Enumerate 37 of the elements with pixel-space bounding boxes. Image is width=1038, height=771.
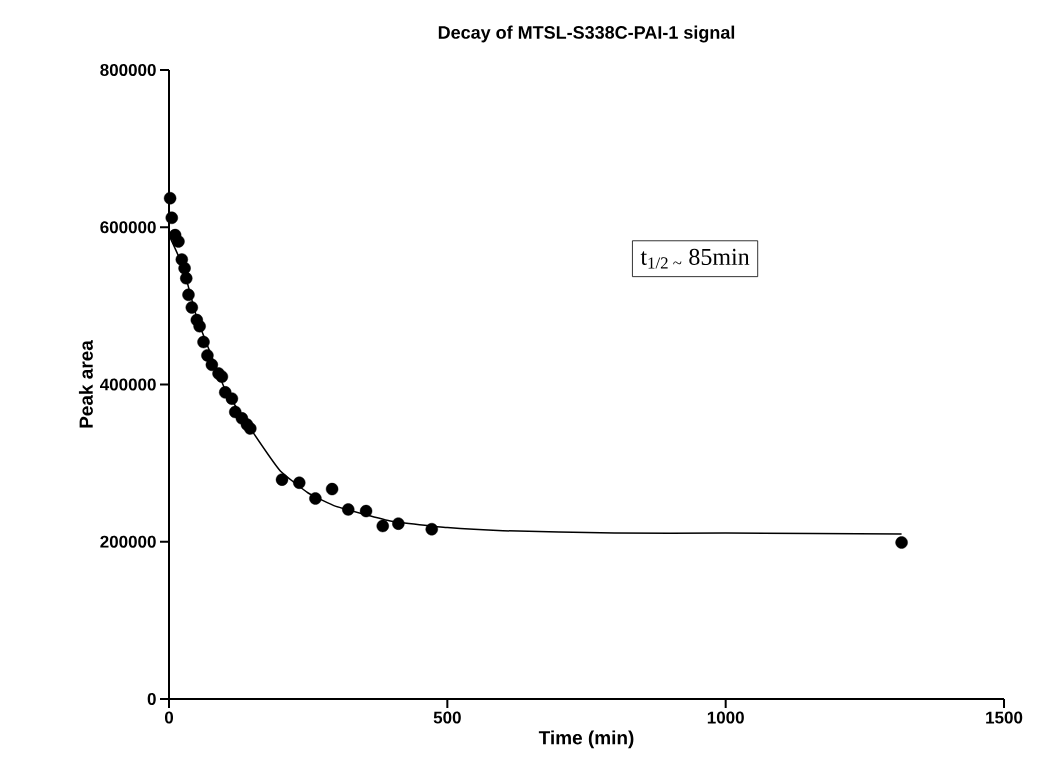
- point: [172, 235, 185, 248]
- chart-title: Decay of MTSL-S338C-PAI-1 signal: [438, 25, 735, 43]
- point: [309, 492, 322, 505]
- x-tick-label: 1500: [986, 711, 1023, 724]
- x-tick-label: 500: [433, 711, 461, 724]
- y-tick-label: 400000: [99, 378, 156, 391]
- point: [193, 320, 206, 333]
- point: [275, 473, 289, 486]
- point: [359, 504, 373, 518]
- point: [182, 288, 195, 302]
- x-tick-label: 0: [164, 711, 174, 724]
- x-tick-label: 1000: [707, 711, 744, 724]
- point: [205, 358, 219, 372]
- point: [201, 349, 214, 362]
- point: [376, 519, 389, 533]
- point: [163, 191, 177, 205]
- y-tick-label: 200000: [100, 535, 156, 548]
- point: [342, 503, 355, 516]
- y-tick-label: 800000: [100, 63, 156, 77]
- point: [895, 536, 908, 549]
- point: [165, 211, 178, 225]
- point: [325, 482, 339, 496]
- point: [215, 370, 229, 383]
- point: [244, 422, 257, 435]
- annotation: t$_{1/2 ~}$ 85min: [640, 248, 750, 269]
- y-axis-title: Peak area: [78, 340, 93, 428]
- point: [225, 392, 239, 405]
- point: [185, 301, 199, 314]
- point: [293, 476, 306, 489]
- x-axis-title: Time (min): [538, 730, 634, 749]
- point: [180, 272, 193, 285]
- point: [178, 261, 191, 275]
- point: [392, 517, 405, 530]
- y-tick-label: 600000: [100, 221, 156, 234]
- point: [425, 522, 438, 536]
- point: [197, 335, 210, 349]
- y-tick-label: 0: [147, 692, 156, 706]
